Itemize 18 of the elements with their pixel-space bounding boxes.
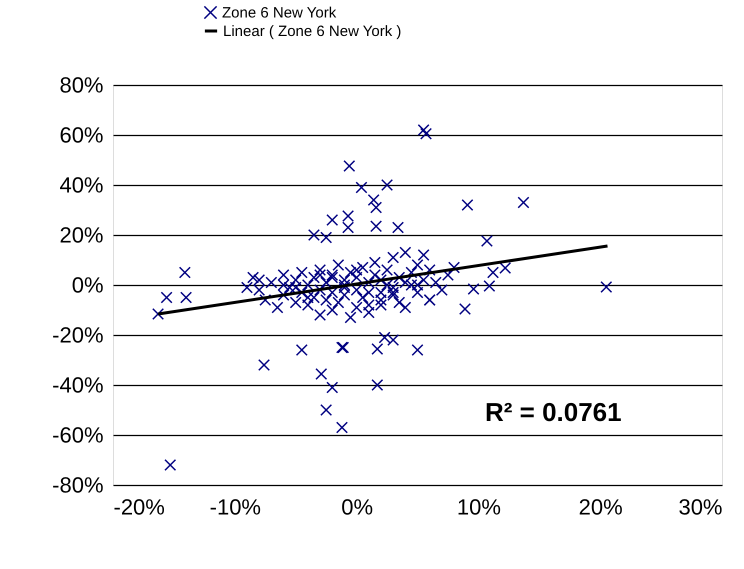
y-tick-label: -20% [52, 322, 104, 348]
annotation: R² = 0.0761 [485, 397, 622, 427]
x-tick-label: 0% [341, 494, 373, 520]
x-tick-label: 10% [456, 494, 501, 520]
y-tick-label: 40% [59, 172, 104, 198]
x-tick-label: 30% [678, 494, 722, 520]
x-tick-label: 20% [578, 494, 623, 520]
y-tick-label: -60% [52, 422, 104, 448]
y-tick-label: 80% [59, 72, 104, 98]
y-tick-label: 0% [72, 272, 104, 298]
x-tick-label: -10% [210, 494, 261, 520]
y-tick-label: 60% [59, 122, 104, 148]
y-tick-label: -80% [52, 472, 104, 498]
y-tick-label: 20% [59, 222, 104, 248]
x-tick-label: -20% [114, 494, 165, 520]
y-tick-label: -40% [52, 372, 104, 398]
legend-label: Zone 6 New York [222, 4, 337, 22]
legend-label: Linear ( Zone 6 New York ) [223, 23, 402, 40]
